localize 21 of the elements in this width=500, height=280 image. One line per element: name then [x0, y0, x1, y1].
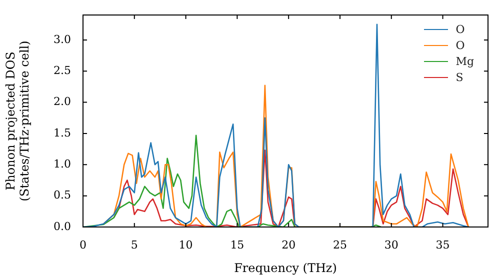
x-tick-label: 0 [80, 238, 86, 252]
y-tick-label: 1.0 [54, 158, 71, 171]
legend-label: O [456, 38, 465, 52]
y-axis-title: Phonon projected DOS (States/THz·primitive cell) [3, 40, 32, 202]
x-tick-label: 30 [384, 238, 398, 252]
x-tick-label: 5 [130, 238, 138, 252]
y-tick-label: 0.0 [54, 220, 71, 233]
x-tick-label: 10 [178, 238, 193, 252]
y-tick-label: 0.5 [54, 188, 71, 202]
x-tick-label: 20 [282, 238, 296, 252]
x-tick-label: 25 [332, 238, 347, 252]
y-tick-label: 3.0 [54, 32, 71, 46]
y-tick-label: 2.0 [54, 95, 71, 108]
y-tick-label: 1.5 [54, 126, 71, 140]
x-axis-title: Frequency (THz) [234, 260, 337, 275]
x-tick-label: 35 [436, 238, 450, 252]
legend-label: O [456, 22, 465, 36]
legend-label: Mg [456, 54, 474, 68]
legend-label: S [456, 70, 464, 84]
x-tick-label: 15 [230, 238, 244, 252]
y-tick-label: 2.5 [54, 64, 71, 77]
